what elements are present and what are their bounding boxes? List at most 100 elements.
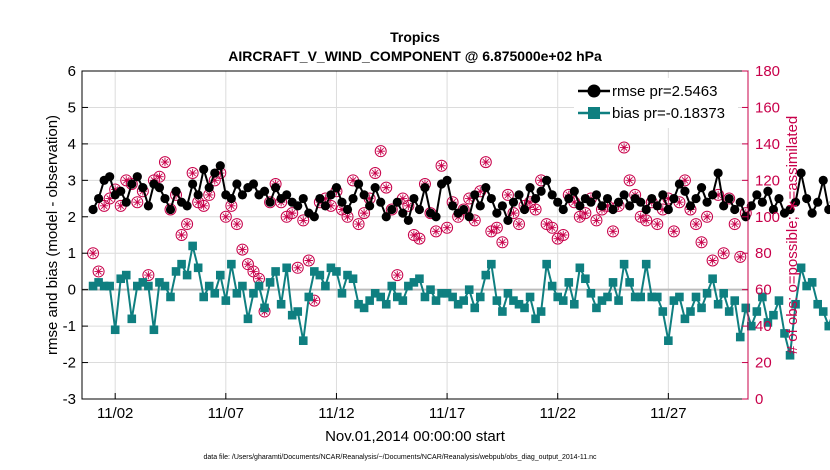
rmse-point	[707, 190, 718, 200]
right-tick-label: 80	[755, 245, 772, 262]
x-tick-label: 11/22	[539, 405, 575, 422]
rmse-point	[790, 197, 801, 207]
obs-assimilated-point	[625, 176, 634, 185]
obs-assimilated-point	[216, 168, 225, 178]
obs-assimilated-point	[376, 146, 385, 156]
obs-assimilated-point	[531, 205, 540, 214]
rmse-point	[735, 197, 745, 207]
rmse-point	[475, 201, 485, 211]
left-tick-label: -2	[63, 355, 76, 372]
bias-point	[210, 289, 220, 298]
obs-possible-point	[441, 221, 454, 234]
obs-assimilated-point	[553, 234, 562, 243]
rmse-point	[492, 208, 502, 218]
obs-assimilated-point	[227, 201, 236, 211]
obs-possible-point	[706, 254, 719, 267]
rmse-point	[536, 186, 546, 196]
rmse-point	[802, 193, 812, 204]
rmse-point	[464, 212, 474, 222]
bias-point	[88, 281, 98, 291]
bias-point	[171, 267, 181, 276]
bias-point	[735, 332, 745, 342]
data-file-footnote: data file: /Users/gharamti/Documents/NCA…	[203, 454, 597, 461]
bias-point	[536, 307, 546, 316]
bias-point	[503, 289, 513, 298]
obs-possible-point	[175, 229, 188, 241]
obs-possible-point	[158, 156, 171, 169]
rmse-point	[353, 179, 364, 189]
rmse-point	[470, 190, 480, 200]
rmse-point	[824, 204, 830, 215]
rmse-point	[132, 172, 142, 182]
obs-possible-point	[391, 269, 404, 282]
bias-point	[807, 278, 817, 287]
rmse-point	[215, 161, 225, 171]
obs-count-markers	[87, 141, 752, 318]
rmse-series	[88, 161, 830, 226]
bias-point	[520, 303, 529, 313]
bias-point	[127, 314, 137, 324]
left-tick-label: 2	[68, 209, 76, 226]
bias-point	[343, 270, 352, 280]
y-axis-label-left: rmse and bias (model - observation)	[44, 115, 61, 355]
left-tick-label: 6	[68, 63, 76, 80]
bias-point	[553, 292, 563, 302]
bias-point	[680, 314, 690, 324]
right-tick-label: 100	[755, 209, 780, 226]
obs-assimilated-point	[221, 212, 231, 221]
obs-possible-point	[402, 199, 415, 212]
obs-assimilated-point	[359, 208, 369, 218]
obs-assimilated-point	[105, 194, 114, 203]
bias-point	[121, 270, 131, 280]
rmse-point	[813, 197, 823, 207]
rmse-point	[271, 183, 281, 193]
rmse-point	[381, 212, 391, 222]
bias-point	[525, 292, 535, 302]
bias-point	[431, 296, 441, 305]
rmse-point	[387, 204, 397, 215]
obs-possible-point	[164, 203, 177, 216]
rmse-point	[763, 186, 773, 196]
obs-assimilated-point	[133, 198, 142, 207]
rmse-point	[669, 193, 679, 204]
left-tick-label: 3	[68, 172, 76, 189]
bias-point	[470, 303, 480, 313]
rmse-point	[608, 204, 618, 215]
obs-assimilated-point	[370, 168, 380, 178]
bias-point	[475, 292, 485, 302]
obs-assimilated-point	[404, 201, 413, 211]
bias-point	[614, 296, 623, 305]
bias-point	[276, 299, 286, 309]
x-tick-label: 11/17	[429, 405, 465, 422]
bias-point	[791, 299, 800, 309]
rmse-point	[326, 190, 336, 200]
bias-point	[702, 289, 712, 298]
rmse-point	[680, 186, 690, 196]
obs-assimilated-point	[232, 219, 242, 229]
bias-point	[332, 267, 341, 276]
obs-assimilated-point	[282, 212, 291, 221]
bias-point	[365, 296, 374, 305]
obs-assimilated-point	[636, 212, 645, 221]
bias-point	[442, 289, 452, 298]
rmse-point	[807, 208, 817, 218]
rmse-point	[702, 197, 712, 207]
obs-assimilated-point	[304, 256, 313, 265]
bias-point	[254, 281, 264, 291]
rmse-point	[365, 201, 375, 211]
obs-assimilated-point	[88, 249, 98, 258]
bias-point	[558, 296, 568, 305]
bias-point	[630, 292, 640, 302]
bias-point	[409, 278, 419, 287]
y-axis-label-right: # of obs: o=possible; ∗=assimilated	[784, 116, 801, 355]
rmse-point	[619, 190, 629, 200]
rmse-point	[730, 204, 740, 215]
rmse-point	[431, 212, 441, 222]
bias-point	[498, 307, 507, 316]
right-tick-label: 0	[755, 391, 763, 408]
bias-point	[592, 303, 601, 313]
bias-point	[426, 285, 435, 294]
bias-point	[99, 281, 109, 291]
rmse-point	[525, 183, 535, 193]
rmse-point	[370, 183, 380, 193]
